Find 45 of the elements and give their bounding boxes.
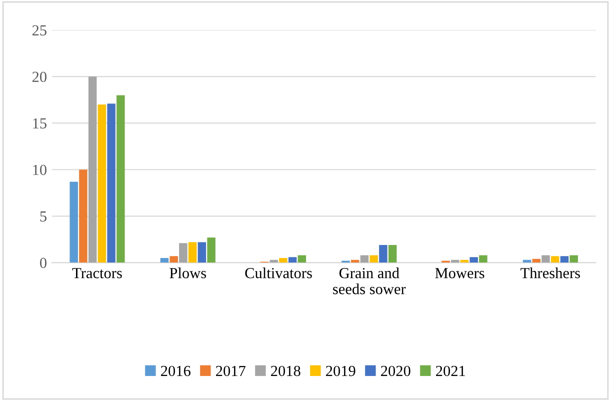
bar <box>170 256 178 263</box>
y-tick-label: 0 <box>40 258 46 268</box>
y-tick-label: 20 <box>32 72 46 82</box>
x-tick-label: Tractors <box>72 268 122 278</box>
y-tick-label: 5 <box>40 211 46 222</box>
x-tick-label: Plows <box>170 268 206 278</box>
bar <box>79 170 88 263</box>
y-tick-label: 25 <box>32 25 46 36</box>
bar <box>116 95 125 263</box>
bar <box>370 255 378 263</box>
x-tick-label: Cultivators <box>245 268 312 278</box>
bar <box>107 104 116 263</box>
bar <box>532 258 540 263</box>
bar <box>298 255 306 263</box>
legend-label: 2020 <box>381 366 410 376</box>
x-tick-label: Threshers <box>520 268 580 278</box>
bar <box>288 257 297 263</box>
legend-label: 2019 <box>326 366 356 376</box>
legend-label: 2016 <box>161 366 190 376</box>
bar <box>98 104 106 263</box>
bar <box>70 182 78 263</box>
bar <box>560 256 569 263</box>
x-tick-label: Grain and seeds sower <box>333 268 406 294</box>
legend-label: 2018 <box>271 366 300 376</box>
y-tick-label: 15 <box>33 118 46 129</box>
bar <box>188 242 197 263</box>
bar <box>270 260 278 263</box>
bar <box>88 76 97 263</box>
bar <box>279 258 288 263</box>
bar <box>479 255 488 263</box>
x-tick-label: Mowers <box>435 268 484 278</box>
bar <box>388 244 397 263</box>
bar <box>542 255 550 263</box>
y-tick-label: 10 <box>33 164 46 176</box>
bar <box>379 244 388 263</box>
bar <box>160 258 169 263</box>
bar <box>198 242 206 263</box>
bar <box>550 256 560 263</box>
bar <box>570 255 578 263</box>
bar <box>470 257 478 263</box>
legend-label: 2017 <box>216 366 246 376</box>
legend-label: 2021 <box>436 366 465 376</box>
bar <box>207 238 216 263</box>
bar <box>179 243 188 263</box>
bar <box>360 255 369 263</box>
